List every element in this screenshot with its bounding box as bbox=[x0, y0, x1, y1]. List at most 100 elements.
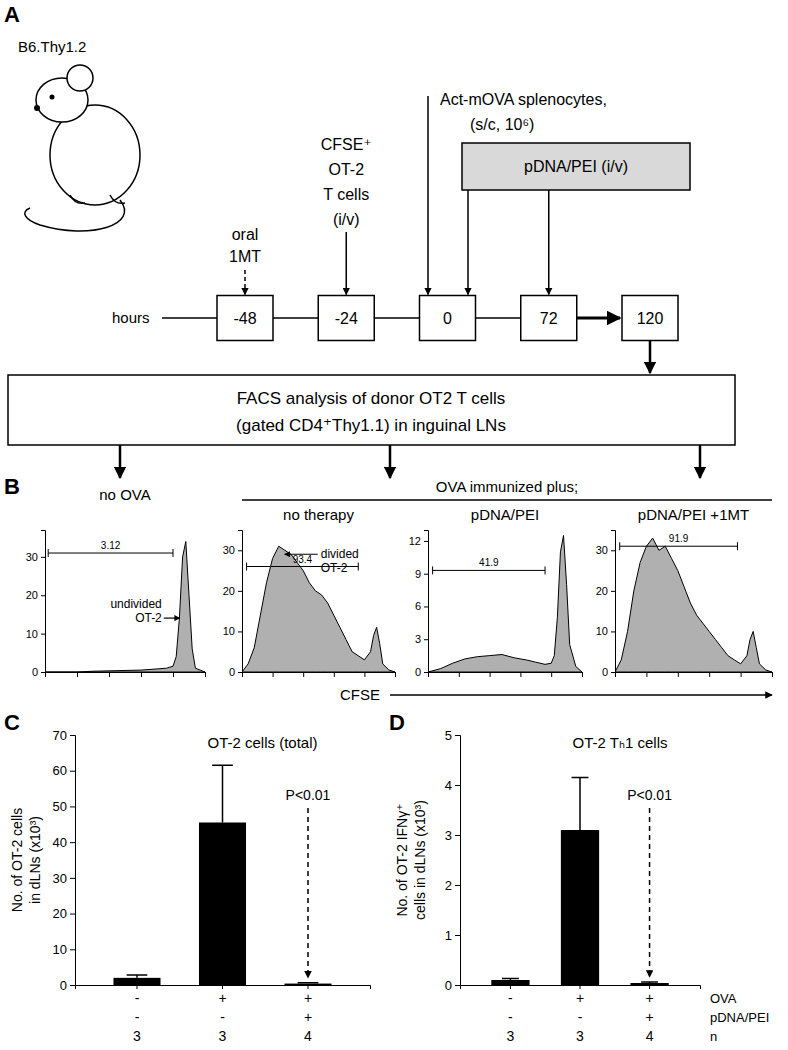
tick-label: 3 bbox=[445, 828, 452, 843]
timeline-line bbox=[374, 317, 419, 319]
tick: 60 bbox=[53, 763, 75, 778]
tick: 20 bbox=[596, 585, 615, 597]
tick: 10 bbox=[223, 625, 242, 637]
annotation-arrow bbox=[285, 554, 318, 555]
x-axis bbox=[461, 985, 701, 989]
tick-mark bbox=[70, 985, 75, 986]
tick bbox=[45, 672, 46, 677]
table-cell: 3 bbox=[576, 1028, 584, 1044]
event-arrow bbox=[346, 232, 348, 295]
table-cell: 3 bbox=[219, 1028, 227, 1044]
gate-label: 3.12 bbox=[101, 540, 121, 551]
tick-label: 60 bbox=[53, 763, 67, 778]
tick bbox=[582, 672, 583, 677]
analysis-label: FACS analysis of donor OT2 T cells bbox=[237, 389, 506, 408]
axis-line bbox=[76, 986, 371, 990]
annotation-arrow bbox=[649, 808, 651, 977]
tick-label: 5 bbox=[445, 728, 452, 743]
tick-label: 50 bbox=[53, 799, 67, 814]
histogram-panel: 0102030no OVA3.12undividedOT-2 bbox=[26, 486, 206, 678]
axis-line bbox=[70, 736, 76, 986]
flow-arrow bbox=[389, 445, 392, 478]
timeline-line bbox=[162, 317, 217, 319]
table-cell: + bbox=[304, 990, 312, 1006]
table-cell: 4 bbox=[304, 1028, 312, 1044]
axis-line bbox=[243, 673, 396, 678]
tick-mark bbox=[205, 672, 206, 677]
tick-label: 0 bbox=[60, 978, 67, 993]
therapy-label: pDNA/PEI (i/v) bbox=[524, 158, 628, 175]
timeline-arrow bbox=[577, 317, 620, 320]
table-cell: + bbox=[304, 1009, 312, 1025]
panel-title: pDNA/PEI +1MT bbox=[638, 506, 749, 523]
tick bbox=[334, 672, 335, 677]
plot-area bbox=[615, 538, 772, 672]
panel-title: pDNA/PEI bbox=[471, 506, 539, 523]
tick: 3 bbox=[445, 828, 460, 843]
timepoint-box bbox=[217, 296, 273, 341]
table-cell: + bbox=[576, 990, 584, 1006]
table-cell: 4 bbox=[646, 1028, 654, 1044]
tick-mark bbox=[678, 672, 679, 677]
timepoint-box bbox=[521, 296, 577, 341]
plot-area bbox=[491, 778, 668, 986]
tick bbox=[510, 985, 511, 989]
tick-label: 12 bbox=[409, 535, 421, 547]
x-axis bbox=[616, 672, 773, 677]
tick: 4 bbox=[445, 778, 460, 793]
timepoint-label: -24 bbox=[335, 310, 358, 327]
tick-label: 70 bbox=[53, 728, 67, 743]
tick-label: 0 bbox=[415, 666, 421, 678]
tick-mark bbox=[582, 672, 583, 677]
bar bbox=[199, 823, 246, 986]
tick-mark bbox=[70, 878, 75, 879]
axis-line bbox=[611, 531, 616, 673]
tick-mark bbox=[490, 672, 491, 677]
tick-mark bbox=[424, 541, 428, 542]
event-label: OT-2 bbox=[328, 161, 364, 178]
timepoint-box bbox=[622, 296, 678, 341]
panel-label: B bbox=[4, 474, 20, 499]
mouse-nose bbox=[34, 105, 40, 111]
tick-mark bbox=[611, 672, 615, 673]
axis-line bbox=[238, 531, 243, 673]
tick-mark bbox=[455, 785, 460, 786]
timepoint-box bbox=[420, 296, 476, 341]
table-cell: - bbox=[508, 990, 513, 1006]
error-bar bbox=[127, 975, 148, 978]
tick-mark bbox=[510, 985, 511, 989]
tick-mark bbox=[41, 672, 45, 673]
tick: 12 bbox=[409, 535, 428, 547]
event-label: 1MT bbox=[229, 248, 261, 265]
axis-title: in dLNs (x10³) bbox=[27, 816, 43, 904]
event-arrow bbox=[548, 190, 550, 295]
panel-label: A bbox=[4, 2, 20, 27]
bar bbox=[491, 980, 529, 985]
tick-mark bbox=[772, 672, 773, 677]
event-label: (i/v) bbox=[333, 211, 360, 228]
tick-label: 30 bbox=[596, 544, 608, 556]
error-bar bbox=[212, 765, 233, 822]
plot-area bbox=[45, 542, 205, 672]
timeline-line bbox=[476, 317, 521, 319]
mouse-eye bbox=[50, 95, 55, 100]
table-cell: + bbox=[645, 1009, 653, 1025]
tick: 5 bbox=[445, 728, 460, 743]
histogram-area bbox=[615, 538, 772, 672]
tick: 20 bbox=[26, 589, 45, 601]
tick-mark bbox=[551, 672, 552, 677]
event-label: oral bbox=[232, 226, 259, 243]
tick: 30 bbox=[596, 544, 615, 556]
tick bbox=[273, 672, 274, 677]
tick-mark bbox=[136, 985, 137, 989]
tick bbox=[303, 672, 304, 677]
tick-label: 20 bbox=[53, 906, 67, 921]
table-cell: - bbox=[135, 1009, 140, 1025]
panel-title: no therapy bbox=[283, 506, 354, 523]
error-bar bbox=[502, 979, 519, 981]
axis-line bbox=[616, 673, 773, 678]
error-bar bbox=[641, 982, 658, 983]
tick: 30 bbox=[26, 551, 45, 563]
tick-label: 10 bbox=[26, 628, 38, 640]
histogram-area bbox=[45, 542, 205, 672]
